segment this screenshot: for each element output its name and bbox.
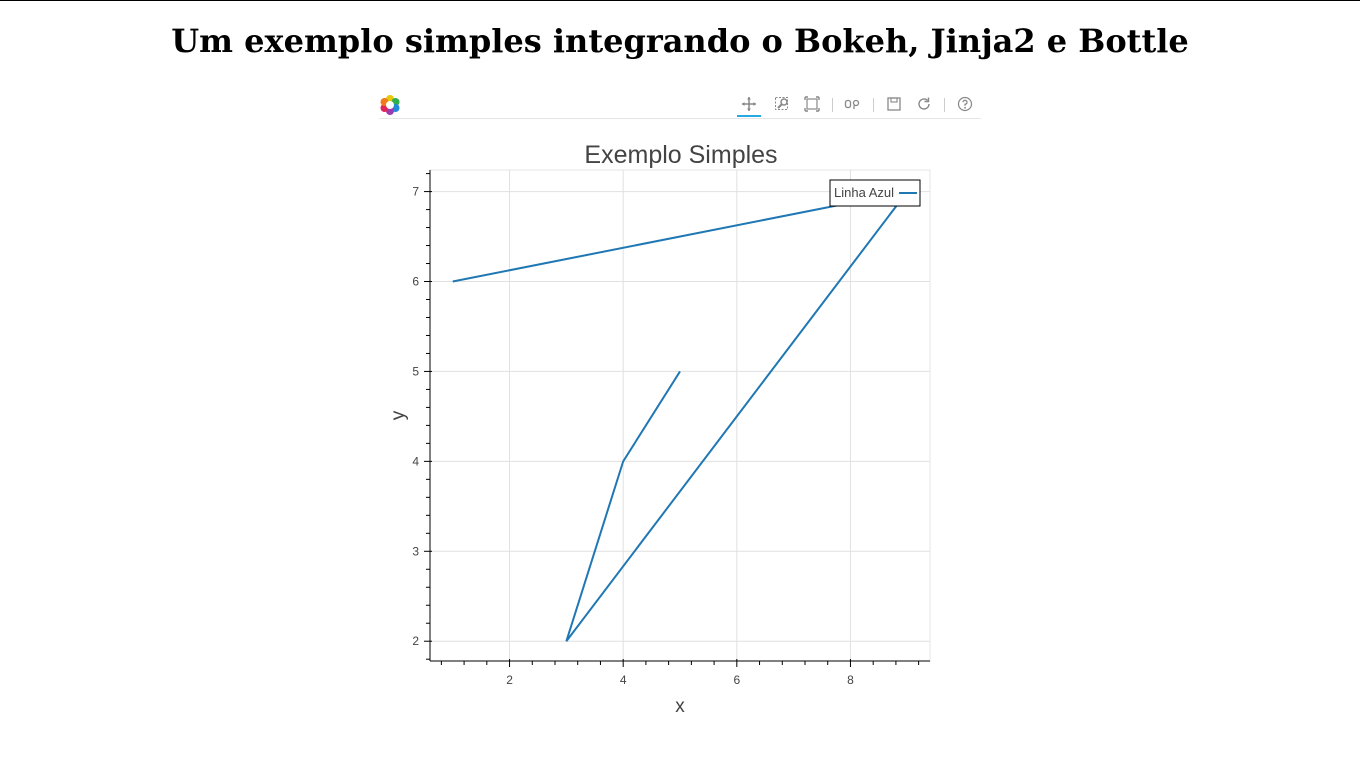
y-tick-label: 3 [412, 544, 419, 558]
y-tick-label: 4 [412, 454, 419, 468]
save-icon[interactable] [882, 93, 906, 115]
bokeh-logo-icon[interactable] [379, 94, 401, 116]
chart-title: Exemplo Simples [584, 141, 777, 169]
x-axis-label: x [675, 696, 685, 717]
axes: 2 4 6 8 2 3 4 5 6 7 [412, 170, 930, 687]
y-tick-label: 2 [412, 634, 419, 648]
resize-icon[interactable] [840, 93, 864, 115]
plot-canvas[interactable]: Exemplo Simples 2 4 6 8 2 3 4 5 6 7 x y Linha Azu… [379, 125, 981, 725]
x-tick-label: 4 [620, 673, 627, 687]
box-zoom-icon[interactable] [770, 93, 794, 115]
box-select-icon[interactable] [800, 93, 824, 115]
x-tick-label: 2 [506, 673, 513, 687]
help-icon[interactable] [953, 93, 977, 115]
grid [430, 170, 930, 661]
x-tick-label: 8 [847, 673, 854, 687]
pan-icon[interactable] [737, 93, 761, 117]
bokeh-toolbar [379, 90, 981, 119]
legend-label: Linha Azul [834, 185, 894, 200]
top-rule [0, 0, 1360, 1]
toolbar-divider [873, 98, 874, 112]
page-heading: Um exemplo simples integrando o Bokeh, J… [171, 22, 1189, 60]
toolbar-divider [944, 98, 945, 112]
y-tick-label: 7 [412, 185, 419, 199]
legend: Linha Azul [829, 179, 921, 207]
series-line [452, 190, 910, 642]
series-layer [452, 190, 910, 642]
x-tick-label: 6 [733, 673, 740, 687]
y-axis-label: y [388, 410, 409, 420]
plot-frame [429, 169, 931, 662]
reset-icon[interactable] [912, 93, 936, 115]
y-tick-label: 6 [412, 275, 419, 289]
toolbar-divider [832, 98, 833, 112]
y-tick-label: 5 [412, 364, 419, 378]
